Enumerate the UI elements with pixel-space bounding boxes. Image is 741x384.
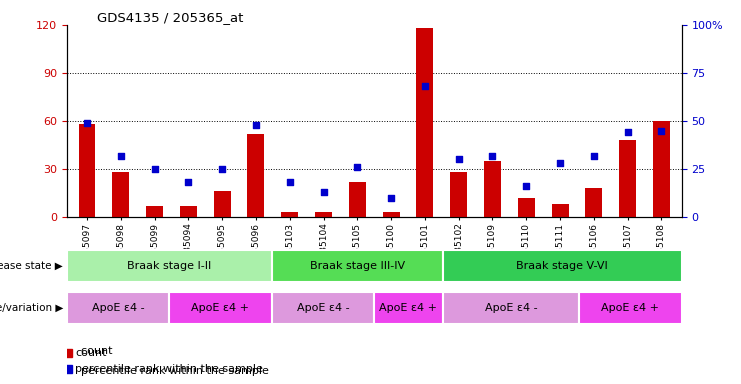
Text: percentile rank within the sample: percentile rank within the sample — [75, 364, 263, 374]
Bar — [272, 292, 374, 324]
Bar — [180, 206, 197, 217]
Bar — [79, 124, 96, 217]
Bar — [113, 172, 129, 217]
Point — [250, 122, 262, 128]
Bar — [416, 28, 433, 217]
Point — [351, 164, 363, 170]
Point — [453, 156, 465, 162]
Bar — [442, 292, 579, 324]
Bar — [213, 191, 230, 217]
Bar — [551, 204, 568, 217]
Point — [115, 152, 127, 159]
Text: ApoE ε4 -: ApoE ε4 - — [296, 303, 349, 313]
Text: ApoE ε4 +: ApoE ε4 + — [602, 303, 659, 313]
Bar — [247, 134, 265, 217]
Text: Braak stage V-VI: Braak stage V-VI — [516, 261, 608, 271]
Point — [284, 179, 296, 185]
Text: ApoE ε4 -: ApoE ε4 - — [92, 303, 144, 313]
Point — [385, 195, 397, 201]
Bar — [146, 206, 163, 217]
Text: ApoE ε4 +: ApoE ε4 + — [379, 303, 437, 313]
Bar — [272, 250, 442, 282]
Point — [622, 129, 634, 136]
Bar — [579, 292, 682, 324]
Bar — [451, 172, 467, 217]
Text: GDS4135 / 205365_at: GDS4135 / 205365_at — [97, 11, 244, 24]
Text: percentile rank within the sample: percentile rank within the sample — [74, 366, 269, 376]
Point — [656, 127, 668, 134]
Text: ApoE ε4 +: ApoE ε4 + — [191, 303, 250, 313]
Bar — [442, 250, 682, 282]
Bar — [484, 161, 501, 217]
Text: ApoE ε4 -: ApoE ε4 - — [485, 303, 537, 313]
Point — [81, 120, 93, 126]
Text: Braak stage I-II: Braak stage I-II — [127, 261, 211, 271]
Text: Braak stage III-IV: Braak stage III-IV — [310, 261, 405, 271]
Bar — [619, 140, 636, 217]
Point — [487, 152, 499, 159]
Bar — [585, 188, 602, 217]
Bar — [349, 182, 366, 217]
Bar — [169, 292, 272, 324]
Bar — [382, 212, 399, 217]
Bar — [67, 250, 272, 282]
Bar — [653, 121, 670, 217]
Text: count: count — [74, 346, 113, 356]
Point — [419, 83, 431, 89]
Bar — [282, 212, 298, 217]
Text: genotype/variation ▶: genotype/variation ▶ — [0, 303, 63, 313]
Point — [520, 183, 532, 189]
Bar — [518, 198, 535, 217]
Text: count: count — [75, 348, 107, 358]
Bar — [67, 292, 169, 324]
Text: disease state ▶: disease state ▶ — [0, 261, 63, 271]
Point — [554, 160, 566, 166]
Point — [182, 179, 194, 185]
Bar — [315, 212, 332, 217]
Point — [216, 166, 228, 172]
Bar — [374, 292, 442, 324]
Point — [588, 152, 599, 159]
Point — [149, 166, 161, 172]
Point — [318, 189, 330, 195]
